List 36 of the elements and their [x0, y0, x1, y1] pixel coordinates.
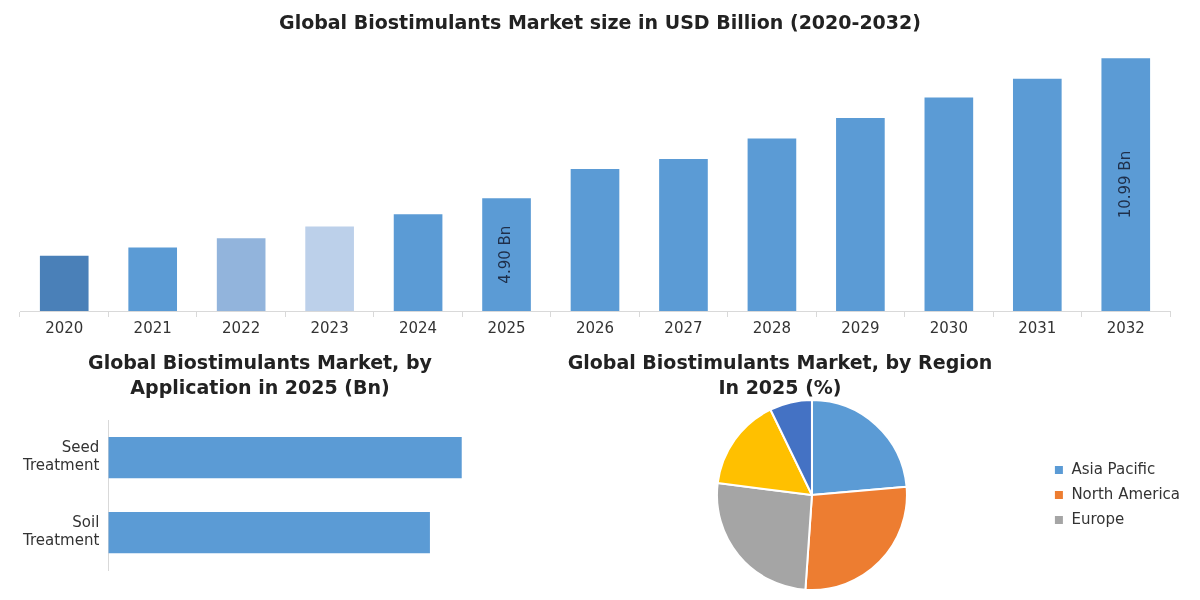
legend-label: North America [1071, 485, 1181, 504]
x-tick-label: 2020 [45, 318, 84, 337]
x-tick-label: 2031 [1018, 318, 1057, 337]
bar [747, 138, 797, 311]
bar [393, 213, 443, 311]
x-tick-label: 2022 [222, 318, 261, 337]
bar [1101, 57, 1151, 311]
bar [659, 158, 708, 311]
x-tick-label: 2029 [841, 318, 880, 337]
x-tick-label: 2028 [752, 318, 792, 337]
x-tick-label: 2027 [664, 318, 703, 337]
bar [924, 97, 974, 311]
x-tick-label: 2032 [1106, 318, 1145, 337]
bar [39, 255, 89, 311]
x-tick-label: 2023 [310, 318, 349, 337]
legend-label: Europe [1071, 510, 1125, 529]
x-tick-label: 2024 [398, 318, 438, 337]
x-tick-label: 2026 [575, 318, 615, 337]
data-label: 4.90 Bn [496, 225, 515, 284]
data-label: 10.99 Bn [1115, 150, 1134, 219]
legend-label: Asia Pacific [1071, 460, 1156, 479]
x-tick-label: 2030 [929, 318, 968, 337]
x-tick-label: 2021 [133, 318, 172, 337]
bar [482, 197, 531, 311]
x-tick-label: 2025 [487, 318, 526, 337]
y-tick-label: Soil Treatment [22, 513, 100, 550]
bar [1012, 78, 1062, 311]
chart-title: Global Biostimulants Market, by Region In 2025 (%) [566, 350, 994, 400]
bar [836, 117, 885, 311]
bar [570, 168, 620, 311]
bar [128, 247, 178, 311]
bar [305, 226, 354, 311]
bar [216, 238, 266, 311]
y-tick-label: Seed Treatment [22, 438, 100, 475]
chart-title: Global Biostimulants Market size in USD Billion (2020-2032) [278, 10, 922, 35]
chart-title: Global Biostimulants Market, by Application in 2025 (Bn) [87, 350, 433, 400]
